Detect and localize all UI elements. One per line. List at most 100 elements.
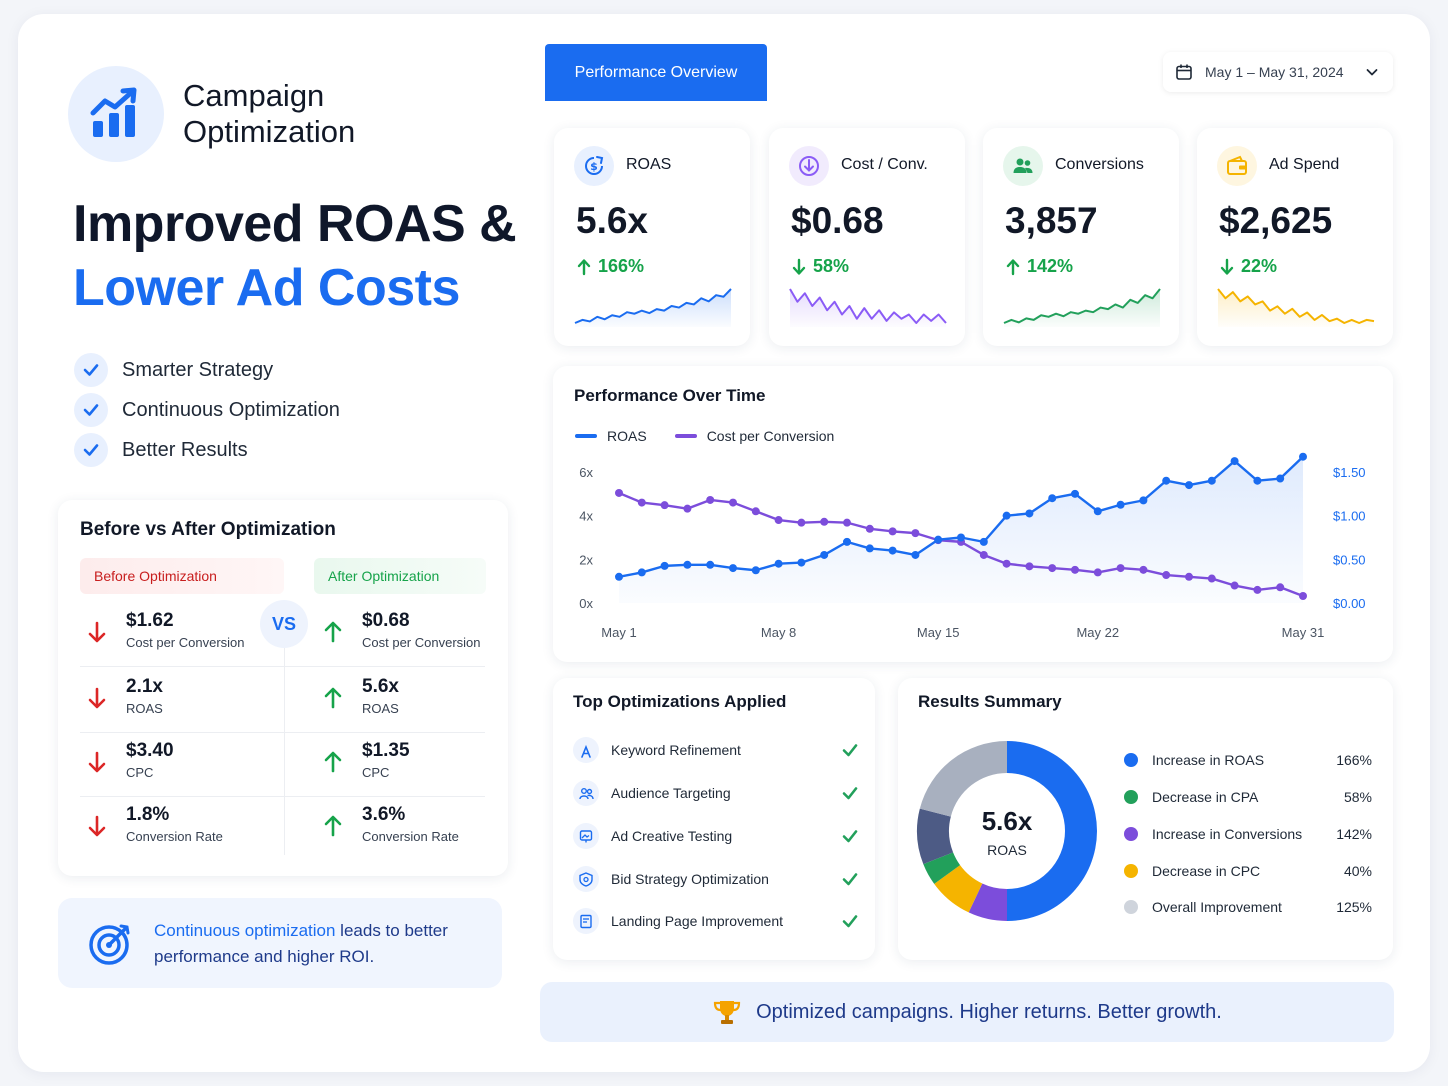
result-value: 166% [1336, 752, 1372, 768]
y-right-tick: $1.50 [1333, 465, 1366, 480]
results-summary-card: Results Summary 5.6x ROAS Increase in RO… [898, 678, 1393, 960]
arrow-up-icon [324, 621, 342, 643]
roas-point [1299, 452, 1307, 461]
y-right-tick: $0.50 [1333, 552, 1366, 567]
roas-point [934, 535, 943, 544]
checklist-item: Continuous Optimization [74, 393, 340, 427]
donut-center-label: ROAS [987, 842, 1027, 858]
users-icon [1003, 146, 1043, 186]
optimization-label: Audience Targeting [611, 785, 731, 801]
check-icon [842, 830, 858, 843]
row-divider [285, 796, 485, 797]
legend-dot [1124, 864, 1138, 878]
x-tick: May 15 [917, 625, 960, 640]
audience-icon [573, 780, 599, 806]
x-tick: May 8 [761, 625, 796, 640]
after-value: 3.6% [362, 804, 406, 825]
arrow-down-icon [88, 751, 106, 773]
check-icon [842, 744, 858, 757]
cost-icon [789, 146, 829, 186]
arrow-up-icon [1006, 258, 1020, 275]
result-label: Decrease in CPC [1152, 863, 1261, 879]
roas-point [706, 560, 715, 569]
top-optimizations-title: Top Optimizations Applied [573, 692, 787, 711]
cost-per-conversion-point [615, 488, 623, 497]
cost-per-conversion-point [706, 495, 715, 504]
kpi-delta: 166% [576, 256, 644, 277]
row-divider [80, 732, 284, 733]
row-divider [285, 732, 485, 733]
cost-per-conversion-point [1185, 572, 1193, 581]
result-label: Increase in ROAS [1152, 752, 1265, 768]
date-range-picker[interactable]: May 1 – May 31, 2024 [1163, 52, 1393, 92]
target-icon [89, 924, 130, 965]
roas-point [1207, 476, 1216, 485]
hero-heading-line1: Improved ROAS & [73, 195, 517, 253]
hero-heading-line2: Lower Ad Costs [73, 259, 460, 317]
roas-point [637, 568, 646, 577]
result-label: Increase in Conversions [1152, 826, 1303, 842]
after-metric: 5.6x ROAS [322, 676, 399, 716]
legend-cost-per-conversion: Cost per Conversion [674, 428, 834, 444]
footer-banner: Optimized campaigns. Higher returns. Bet… [540, 982, 1394, 1042]
tab-performance-overview[interactable]: Performance Overview [545, 44, 767, 101]
legend-dot [1124, 753, 1138, 767]
cost-per-conversion-point [865, 524, 874, 533]
roas-point [820, 550, 829, 559]
footer-text: Optimized campaigns. Higher returns. Bet… [756, 1000, 1222, 1023]
bid-icon [573, 866, 599, 892]
before-value: $3.40 [126, 740, 174, 761]
cost-per-conversion-point [683, 504, 692, 513]
cost-per-conversion-point [843, 518, 851, 527]
x-tick: May 1 [601, 625, 636, 640]
donut-segment [1007, 741, 1097, 921]
kpi-delta: 58% [791, 256, 849, 277]
x-tick: May 31 [1282, 625, 1325, 640]
row-divider [285, 666, 485, 667]
cost-per-conversion-point [1207, 574, 1216, 583]
roas-point [979, 537, 988, 546]
roas-point [1162, 476, 1171, 485]
y-left-tick: 6x [579, 465, 593, 480]
y-left-tick: 2x [579, 552, 593, 567]
y-right-tick: $1.00 [1333, 509, 1366, 524]
donut-hole [949, 773, 1065, 889]
roas-point [865, 544, 874, 553]
arrow-up-icon [324, 751, 342, 773]
cost-per-conversion-point [1299, 592, 1307, 601]
optimization-label: Keyword Refinement [611, 742, 741, 758]
optimization-item: Ad Creative Testing [573, 823, 859, 849]
roas-point [797, 558, 806, 567]
roas-point [843, 537, 851, 546]
sparkline-line [574, 288, 732, 324]
result-item: Decrease in CPC 40% [1124, 863, 1372, 879]
before-label: Conversion Rate [126, 829, 223, 844]
kpi-card-cost: Cost / Conv. $0.68 58% [769, 128, 965, 346]
cost-per-conversion-point [1002, 559, 1011, 568]
roas-point [1002, 511, 1011, 520]
kpi-name: Cost / Conv. [841, 156, 928, 173]
trophy-icon [714, 1001, 741, 1024]
cost-per-conversion-point [1071, 565, 1079, 574]
sparkline-line [789, 288, 947, 324]
y-left-tick: 0x [579, 596, 593, 611]
roas-point [1071, 489, 1079, 498]
result-item: Increase in Conversions 142% [1124, 826, 1372, 842]
results-summary-title: Results Summary [918, 692, 1062, 711]
roas-point [1139, 496, 1148, 505]
roas-icon: $ [574, 146, 614, 186]
sparkline-line [1217, 288, 1375, 324]
cost-per-conversion-point [729, 498, 737, 507]
checklist-item: Better Results [74, 433, 248, 467]
cost-per-conversion-point [774, 516, 783, 525]
before-label: ROAS [126, 701, 163, 716]
cost-per-conversion-point [797, 518, 806, 527]
roas-point [1253, 476, 1262, 485]
cost-per-conversion-point [1253, 585, 1262, 594]
arrow-down-icon [88, 687, 106, 709]
bar-chart-growth-icon [90, 87, 137, 137]
kpi-delta: 22% [1219, 256, 1277, 277]
creative-icon [573, 823, 599, 849]
performance-line-chart: 6x 4x 2x 0x $1.50 $1.00 $0.50 $0.00 May 1 May 8 Ma… [579, 452, 1366, 640]
roas-point [729, 564, 737, 573]
